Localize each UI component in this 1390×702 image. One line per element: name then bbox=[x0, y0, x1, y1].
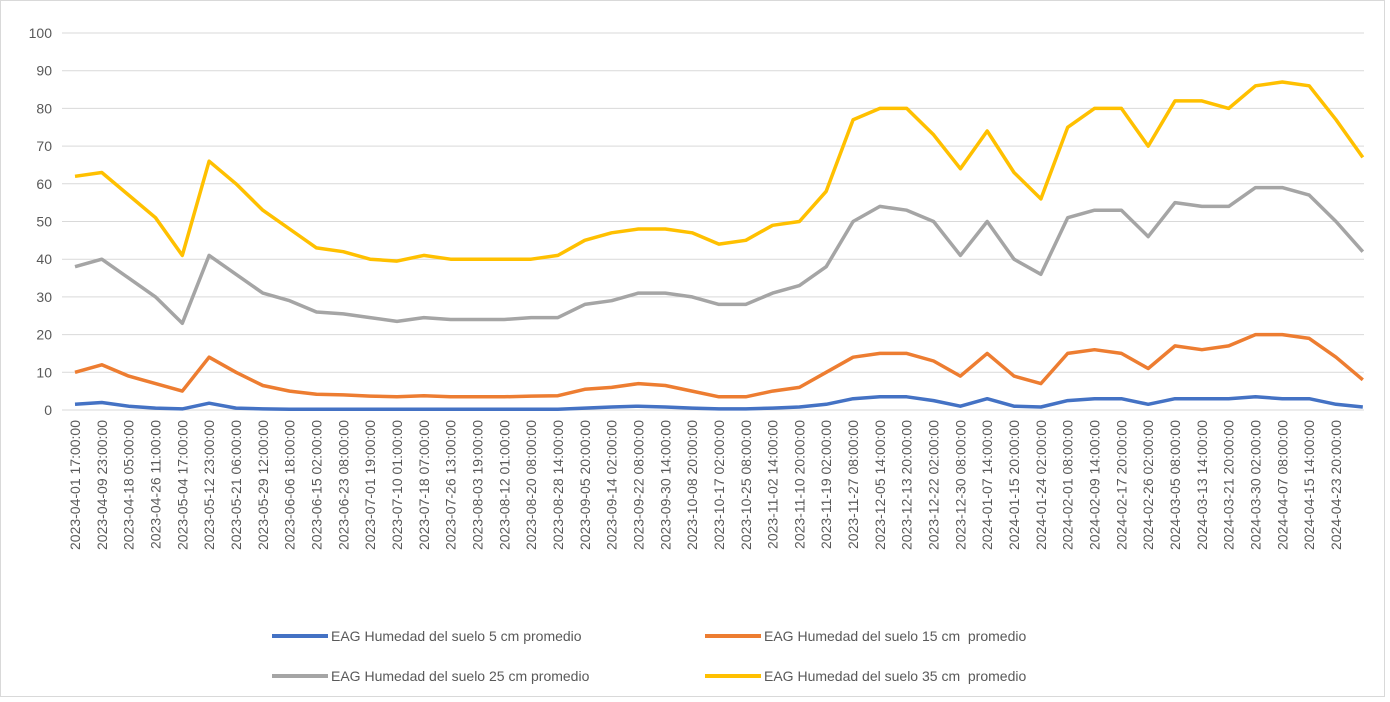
series-line bbox=[74, 185, 1365, 326]
x-tick-label: 2023-05-12 23:00:00 bbox=[201, 420, 217, 550]
x-tick-label: 2023-12-13 20:00:00 bbox=[899, 420, 915, 550]
x-tick-label: 2023-08-12 01:00:00 bbox=[496, 420, 512, 550]
x-tick-label: 2023-11-10 20:00:00 bbox=[791, 420, 807, 549]
x-tick-label: 2023-07-10 01:00:00 bbox=[389, 420, 405, 550]
x-tick-label: 2023-10-17 02:00:00 bbox=[711, 420, 727, 550]
x-tick-label: 2023-09-05 20:00:00 bbox=[577, 420, 593, 550]
series-line bbox=[74, 395, 1363, 411]
x-tick-label: 2023-06-23 08:00:00 bbox=[335, 420, 351, 550]
x-tick-label: 2023-12-22 02:00:00 bbox=[926, 420, 942, 550]
x-tick-label: 2024-01-15 20:00:00 bbox=[1006, 420, 1022, 550]
x-tick-label: 2023-09-30 14:00:00 bbox=[657, 420, 673, 550]
y-tick-label: 70 bbox=[36, 138, 52, 154]
x-tick-label: 2024-04-23 20:00:00 bbox=[1328, 420, 1344, 550]
y-tick-label: 30 bbox=[36, 289, 52, 305]
x-tick-label: 2023-10-08 20:00:00 bbox=[684, 420, 700, 550]
y-tick-label: 80 bbox=[36, 100, 52, 116]
y-tick-label: 0 bbox=[44, 402, 52, 418]
x-tick-label: 2024-03-13 14:00:00 bbox=[1194, 420, 1210, 550]
y-tick-label: 60 bbox=[36, 176, 52, 192]
x-tick-label: 2023-08-28 14:00:00 bbox=[550, 420, 566, 550]
x-tick-label: 2023-05-04 17:00:00 bbox=[174, 420, 190, 550]
x-tick-label: 2023-06-15 02:00:00 bbox=[308, 420, 324, 550]
x-tick-label: 2024-01-07 14:00:00 bbox=[979, 420, 995, 550]
x-tick-label: 2023-07-26 13:00:00 bbox=[443, 420, 459, 550]
x-tick-label: 2023-05-21 06:00:00 bbox=[228, 420, 244, 550]
x-tick-label: 2023-08-03 19:00:00 bbox=[469, 420, 485, 550]
x-tick-label: 2023-06-06 18:00:00 bbox=[282, 420, 298, 550]
x-tick-label: 2023-07-18 07:00:00 bbox=[416, 420, 432, 550]
x-tick-label: 2024-01-24 02:00:00 bbox=[1033, 420, 1049, 550]
x-tick-label: 2024-03-05 08:00:00 bbox=[1167, 420, 1183, 550]
x-tick-label: 2023-04-09 23:00:00 bbox=[94, 420, 110, 550]
y-tick-label: 20 bbox=[36, 327, 52, 343]
x-tick-label: 2024-02-09 14:00:00 bbox=[1087, 420, 1103, 550]
x-tick-label: 2024-04-15 14:00:00 bbox=[1301, 420, 1317, 550]
series-line bbox=[74, 332, 1364, 399]
x-tick-label: 2023-12-30 08:00:00 bbox=[952, 420, 968, 550]
x-tick-label: 2024-03-21 20:00:00 bbox=[1221, 420, 1237, 550]
x-tick-label: 2023-05-29 12:00:00 bbox=[255, 420, 271, 550]
x-tick-label: 2023-09-22 08:00:00 bbox=[630, 420, 646, 550]
x-tick-label: 2023-08-20 08:00:00 bbox=[523, 420, 539, 550]
y-tick-label: 50 bbox=[36, 214, 52, 230]
x-tick-label: 2023-11-27 08:00:00 bbox=[845, 420, 861, 549]
legend-label: EAG Humedad del suelo 35 cm promedio bbox=[764, 668, 1026, 684]
x-tick-label: 2023-11-19 02:00:00 bbox=[818, 420, 834, 549]
x-tick-label: 2024-04-07 08:00:00 bbox=[1274, 420, 1290, 550]
x-tick-label: 2023-11-02 14:00:00 bbox=[765, 420, 781, 549]
y-tick-label: 100 bbox=[29, 25, 53, 41]
x-tick-label: 2023-12-05 14:00:00 bbox=[872, 420, 888, 550]
x-tick-label: 2024-03-30 02:00:00 bbox=[1248, 420, 1264, 550]
x-tick-label: 2023-04-26 11:00:00 bbox=[147, 420, 163, 549]
x-tick-label: 2024-02-26 02:00:00 bbox=[1140, 420, 1156, 550]
x-tick-label: 2023-07-01 19:00:00 bbox=[362, 420, 378, 550]
y-tick-label: 40 bbox=[36, 251, 52, 267]
y-tick-label: 90 bbox=[36, 63, 52, 79]
x-tick-label: 2024-02-17 20:00:00 bbox=[1113, 420, 1129, 550]
series-line bbox=[74, 80, 1365, 263]
x-tick-label: 2023-04-01 17:00:00 bbox=[67, 420, 83, 550]
legend-label: EAG Humedad del suelo 5 cm promedio bbox=[331, 628, 582, 644]
x-tick-label: 2023-09-14 02:00:00 bbox=[604, 420, 620, 550]
x-tick-label: 2023-04-18 05:00:00 bbox=[121, 420, 137, 550]
x-tick-label: 2023-10-25 08:00:00 bbox=[738, 420, 754, 550]
legend-label: EAG Humedad del suelo 15 cm promedio bbox=[764, 628, 1026, 644]
legend-label: EAG Humedad del suelo 25 cm promedio bbox=[331, 668, 590, 684]
y-tick-label: 10 bbox=[36, 364, 52, 380]
x-tick-label: 2024-02-01 08:00:00 bbox=[1060, 420, 1076, 550]
